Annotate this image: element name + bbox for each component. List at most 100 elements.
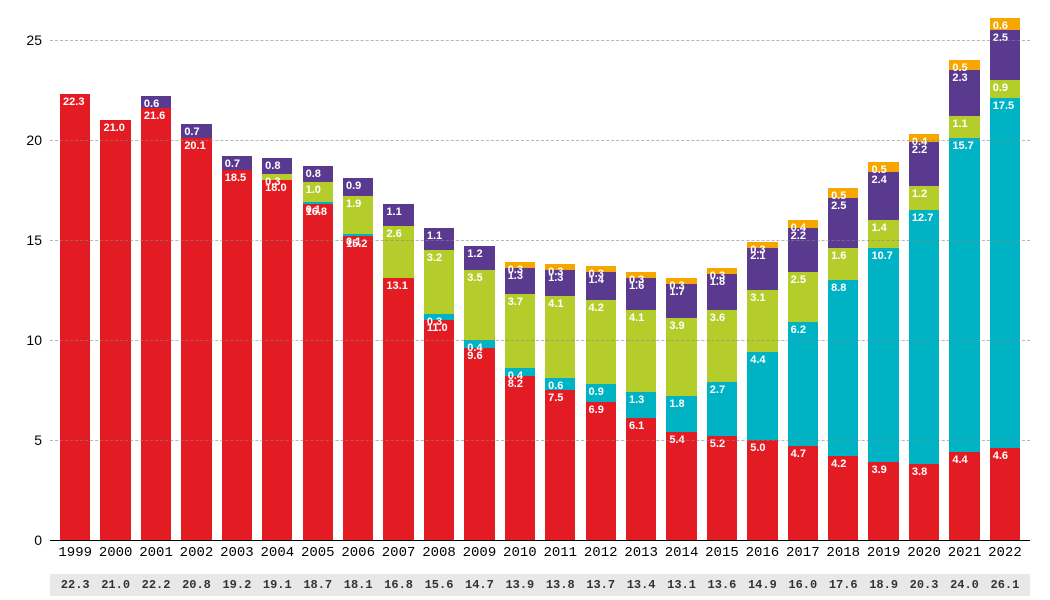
bar-col-2018: 4.28.81.62.50.5	[823, 20, 863, 540]
segment-value-label: 1.4	[589, 274, 604, 286]
segment-value-label: 2.6	[386, 228, 401, 240]
bar-col-2022: 4.617.50.92.50.6	[985, 20, 1025, 540]
x-axis-year-label: 2005	[298, 545, 338, 561]
bar-col-2020: 3.812.71.22.20.4	[904, 20, 944, 540]
bar-stack: 6.9 0.9 4.2 1.4 0.3	[586, 266, 616, 540]
bar-segment-s3_green: 3.6	[707, 310, 737, 382]
bar-col-2013: 6.11.34.11.60.3	[621, 20, 661, 540]
total-cell: 21.0	[95, 578, 135, 592]
total-cell: 13.6	[702, 578, 742, 592]
x-axis-year-label: 2000	[95, 545, 135, 561]
x-axis-year-label: 2007	[378, 545, 418, 561]
bar-stack: 21.0	[100, 120, 130, 540]
segment-value-label: 3.7	[508, 296, 523, 308]
bar-segment-s3_green: 0.9	[990, 80, 1020, 98]
total-cell: 19.1	[257, 578, 297, 592]
bar-segment-s5_yellow: 0.4	[788, 220, 818, 228]
segment-value-label: 18.0	[265, 182, 286, 194]
segment-value-label: 1.3	[508, 270, 523, 282]
bar-col-2003: 18.50.7	[217, 20, 257, 540]
segment-value-label: 4.6	[993, 450, 1008, 462]
bar-segment-s1_red: 15.2	[343, 236, 373, 540]
segment-value-label: 1.7	[669, 286, 684, 298]
bar-segment-s2_teal: 1.3	[626, 392, 656, 418]
bar-segment-s3_green: 1.0	[303, 182, 333, 202]
segment-value-label: 1.8	[669, 398, 684, 410]
bar-segment-s5_yellow: 0.3	[586, 266, 616, 272]
segment-value-label: 1.6	[831, 250, 846, 262]
bar-segment-s5_yellow: 0.3	[707, 268, 737, 274]
bar-stack: 6.11.34.11.60.3	[626, 272, 656, 540]
bar-segment-s1_red: 4.6	[990, 448, 1020, 540]
bar-segment-s1_red: 18.0	[262, 180, 292, 540]
segment-value-label: 4.4	[750, 354, 765, 366]
bar-segment-s2_teal: 0.1	[343, 234, 373, 236]
bar-stack: 5.04.43.12.10.3	[747, 242, 777, 540]
bar-col-2008: 11.00.33.21.1	[419, 20, 459, 540]
segment-value-label: 2.5	[993, 32, 1008, 44]
bar-col-2017: 4.76.22.52.20.4	[783, 20, 823, 540]
total-cell: 13.8	[540, 578, 580, 592]
x-axis-year-label: 2002	[176, 545, 216, 561]
segment-value-label: 1.2	[912, 188, 927, 200]
bar-col-2015: 5.22.73.61.80.3	[702, 20, 742, 540]
bar-segment-s4_purple: 1.3	[545, 270, 575, 296]
bar-stack: 22.3	[60, 94, 90, 540]
bar-stack: 4.617.50.92.50.6	[990, 18, 1020, 540]
segment-value-label: 1.1	[952, 118, 967, 130]
bar-segment-s4_purple: 1.1	[424, 228, 454, 250]
segment-value-label: 3.9	[871, 464, 886, 476]
total-cell: 18.1	[338, 578, 378, 592]
bar-col-2011: 7.50.64.11.30.3	[540, 20, 580, 540]
segment-value-label: 1.6	[629, 280, 644, 292]
bar-stack: 4.415.71.12.30.5	[949, 60, 979, 540]
bar-segment-s4_purple: 1.4	[586, 272, 616, 300]
bar-col-2004: 18.00.30.8	[257, 20, 297, 540]
segment-value-label: 4.1	[629, 312, 644, 324]
bar-segment-s1_red: 16.8	[303, 204, 333, 540]
grid-line	[50, 240, 1030, 241]
total-cell: 22.3	[55, 578, 95, 592]
grid-line	[50, 40, 1030, 41]
total-cell: 26.1	[985, 578, 1025, 592]
bar-segment-s4_purple: 0.9	[343, 178, 373, 196]
bar-segment-s2_teal: 8.8	[828, 280, 858, 456]
bar-stack: 18.50.7	[222, 156, 252, 540]
bar-segment-s4_purple: 1.1	[383, 204, 413, 226]
bar-segment-s2_teal: 0.4	[505, 368, 535, 376]
bar-stack: 4.76.22.52.20.4	[788, 220, 818, 540]
segment-value-label: 4.2	[589, 302, 604, 314]
y-tick-label: 25	[12, 32, 42, 48]
bar-segment-s3_green: 4.1	[626, 310, 656, 392]
total-cell: 13.1	[661, 578, 701, 592]
bar-segment-s3_green: 3.7	[505, 294, 535, 368]
total-cell: 20.8	[176, 578, 216, 592]
grid-line	[50, 140, 1030, 141]
x-axis-year-label: 2014	[661, 545, 701, 561]
total-cell: 24.0	[944, 578, 984, 592]
segment-value-label: 8.8	[831, 282, 846, 294]
y-tick-label: 5	[12, 432, 42, 448]
segment-value-label: 4.2	[831, 458, 846, 470]
segment-value-label: 1.3	[548, 272, 563, 284]
segment-value-label: 16.8	[306, 206, 327, 218]
x-axis-year-label: 2010	[500, 545, 540, 561]
bar-segment-s3_green: 1.6	[828, 248, 858, 280]
segment-value-label: 18.5	[225, 172, 246, 184]
total-cell: 16.0	[783, 578, 823, 592]
bar-segment-s1_red: 21.0	[100, 120, 130, 540]
bar-segment-s2_teal: 10.7	[868, 248, 898, 462]
segment-value-label: 3.5	[467, 272, 482, 284]
bar-segment-s1_red: 6.9	[586, 402, 616, 540]
segment-value-label: 4.4	[952, 454, 967, 466]
bar-segment-s1_red: 3.9	[868, 462, 898, 540]
bar-segment-s1_red: 4.2	[828, 456, 858, 540]
bar-col-2005: 16.80.11.00.8	[298, 20, 338, 540]
y-tick-label: 0	[12, 532, 42, 548]
bar-segment-s4_purple: 2.4	[868, 172, 898, 220]
segment-value-label: 0.9	[589, 386, 604, 398]
bar-segment-s4_purple: 2.5	[990, 30, 1020, 80]
x-axis-year-label: 2022	[985, 545, 1025, 561]
bar-segment-s2_teal: 2.7	[707, 382, 737, 436]
bar-col-2009: 9.60.43.51.2	[459, 20, 499, 540]
